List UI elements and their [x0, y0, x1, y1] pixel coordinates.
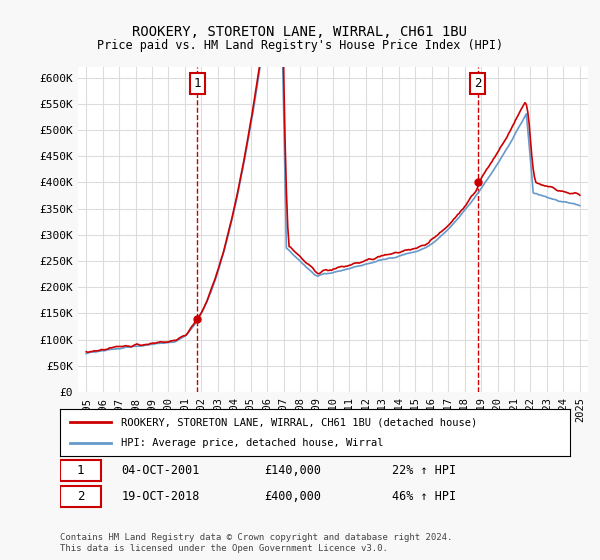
Text: £140,000: £140,000: [264, 464, 321, 477]
ROOKERY, STORETON LANE, WIRRAL, CH61 1BU (detached house): [98, 346, 105, 353]
Text: HPI: Average price, detached house, Wirral: HPI: Average price, detached house, Wirr…: [121, 438, 384, 448]
HPI: Average price, detached house, Wirral: (2.01e+03, 2.45e+05): Average price, detached house, Wirral: (…: [365, 260, 372, 267]
HPI: Average price, detached house, Wirral: (2e+03, 7.79e+04): Average price, detached house, Wirral: (…: [97, 348, 104, 354]
ROOKERY, STORETON LANE, WIRRAL, CH61 1BU (detached house): [383, 251, 390, 258]
Text: 1: 1: [77, 464, 84, 477]
FancyBboxPatch shape: [60, 460, 101, 481]
Text: Price paid vs. HM Land Registry's House Price Index (HPI): Price paid vs. HM Land Registry's House …: [97, 39, 503, 52]
Text: £400,000: £400,000: [264, 491, 321, 503]
Text: Contains HM Land Registry data © Crown copyright and database right 2024.
This d: Contains HM Land Registry data © Crown c…: [60, 533, 452, 553]
HPI: Average price, detached house, Wirral: (2.02e+03, 3.56e+05): Average price, detached house, Wirral: (…: [576, 202, 583, 209]
ROOKERY, STORETON LANE, WIRRAL, CH61 1BU (detached house): [84, 349, 91, 356]
Text: 2: 2: [474, 77, 482, 90]
ROOKERY, STORETON LANE, WIRRAL, CH61 1BU (detached house): [367, 256, 374, 263]
ROOKERY, STORETON LANE, WIRRAL, CH61 1BU (detached house): [83, 348, 90, 355]
Text: ROOKERY, STORETON LANE, WIRRAL, CH61 1BU (detached house): ROOKERY, STORETON LANE, WIRRAL, CH61 1BU…: [121, 417, 478, 427]
Text: 04-OCT-2001: 04-OCT-2001: [121, 464, 200, 477]
ROOKERY, STORETON LANE, WIRRAL, CH61 1BU (detached house): [576, 192, 583, 199]
Line: ROOKERY, STORETON LANE, WIRRAL, CH61 1BU (detached house): ROOKERY, STORETON LANE, WIRRAL, CH61 1BU…: [86, 0, 580, 352]
ROOKERY, STORETON LANE, WIRRAL, CH61 1BU (detached house): [394, 249, 401, 256]
HPI: Average price, detached house, Wirral: (2e+03, 7.34e+04): Average price, detached house, Wirral: (…: [83, 350, 90, 357]
Text: 19-OCT-2018: 19-OCT-2018: [121, 491, 200, 503]
ROOKERY, STORETON LANE, WIRRAL, CH61 1BU (detached house): [176, 334, 183, 341]
Text: 2: 2: [77, 491, 84, 503]
HPI: Average price, detached house, Wirral: (2.01e+03, 2.57e+05): Average price, detached house, Wirral: (…: [392, 254, 400, 261]
Text: 22% ↑ HPI: 22% ↑ HPI: [392, 464, 455, 477]
FancyBboxPatch shape: [60, 486, 101, 507]
ROOKERY, STORETON LANE, WIRRAL, CH61 1BU (detached house): [518, 104, 526, 111]
Text: 46% ↑ HPI: 46% ↑ HPI: [392, 491, 455, 503]
Line: HPI: Average price, detached house, Wirral: HPI: Average price, detached house, Wirr…: [86, 0, 580, 353]
Text: 1: 1: [194, 77, 201, 90]
HPI: Average price, detached house, Wirral: (2.02e+03, 5.12e+05): Average price, detached house, Wirral: (…: [517, 120, 524, 127]
Text: ROOKERY, STORETON LANE, WIRRAL, CH61 1BU: ROOKERY, STORETON LANE, WIRRAL, CH61 1BU: [133, 25, 467, 39]
HPI: Average price, detached house, Wirral: (2e+03, 9.92e+04): Average price, detached house, Wirral: (…: [175, 337, 182, 343]
HPI: Average price, detached house, Wirral: (2.01e+03, 2.53e+05): Average price, detached house, Wirral: (…: [382, 256, 389, 263]
